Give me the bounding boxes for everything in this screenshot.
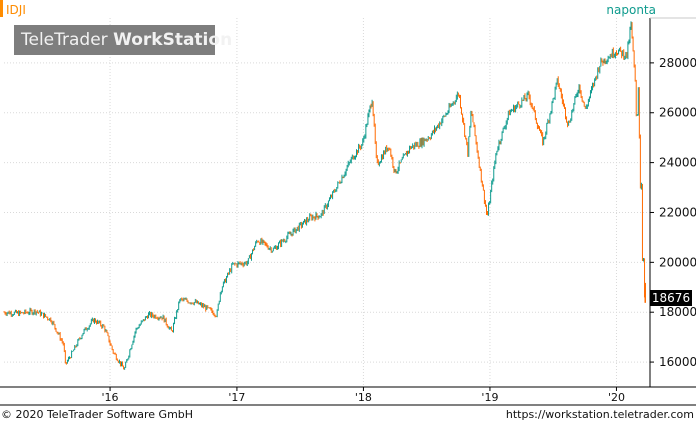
y-tick-label: 16000 (659, 355, 696, 369)
y-tick-label: 20000 (659, 255, 696, 269)
x-tick-label: '18 (355, 391, 372, 404)
x-tick-label: '16 (102, 391, 119, 404)
x-tick-label: '19 (481, 391, 498, 404)
copyright-text: © 2020 TeleTrader Software GmbH (1, 408, 194, 421)
y-tick-label: 24000 (659, 156, 696, 170)
x-tick-label: '20 (608, 391, 625, 404)
frequency-label: naponta (606, 3, 656, 17)
last-value-badge: 18676 (650, 290, 692, 306)
logo-text-light: TeleTrader (21, 30, 114, 50)
x-tick-label: '17 (228, 391, 245, 404)
y-tick-label: 28000 (659, 56, 696, 70)
logo-text-bold: WorkStation (113, 30, 233, 50)
source-url: https://workstation.teletrader.com (505, 408, 694, 421)
teletrader-logo: TeleTrader WorkStation (14, 25, 232, 55)
y-axis-tick-labels: 16000 18000 20000 22000 24000 26000 28000 (659, 56, 696, 369)
y-tick-label: 18000 (659, 305, 696, 319)
price-candles (3, 21, 646, 370)
x-axis-tick-labels: '16 '17 '18 '19 '20 (102, 391, 625, 404)
symbol-accent-bar (0, 0, 3, 17)
axes (0, 17, 696, 406)
symbol-label: IDJI (6, 3, 26, 17)
y-tick-label: 22000 (659, 205, 696, 219)
y-tick-label: 26000 (659, 106, 696, 120)
